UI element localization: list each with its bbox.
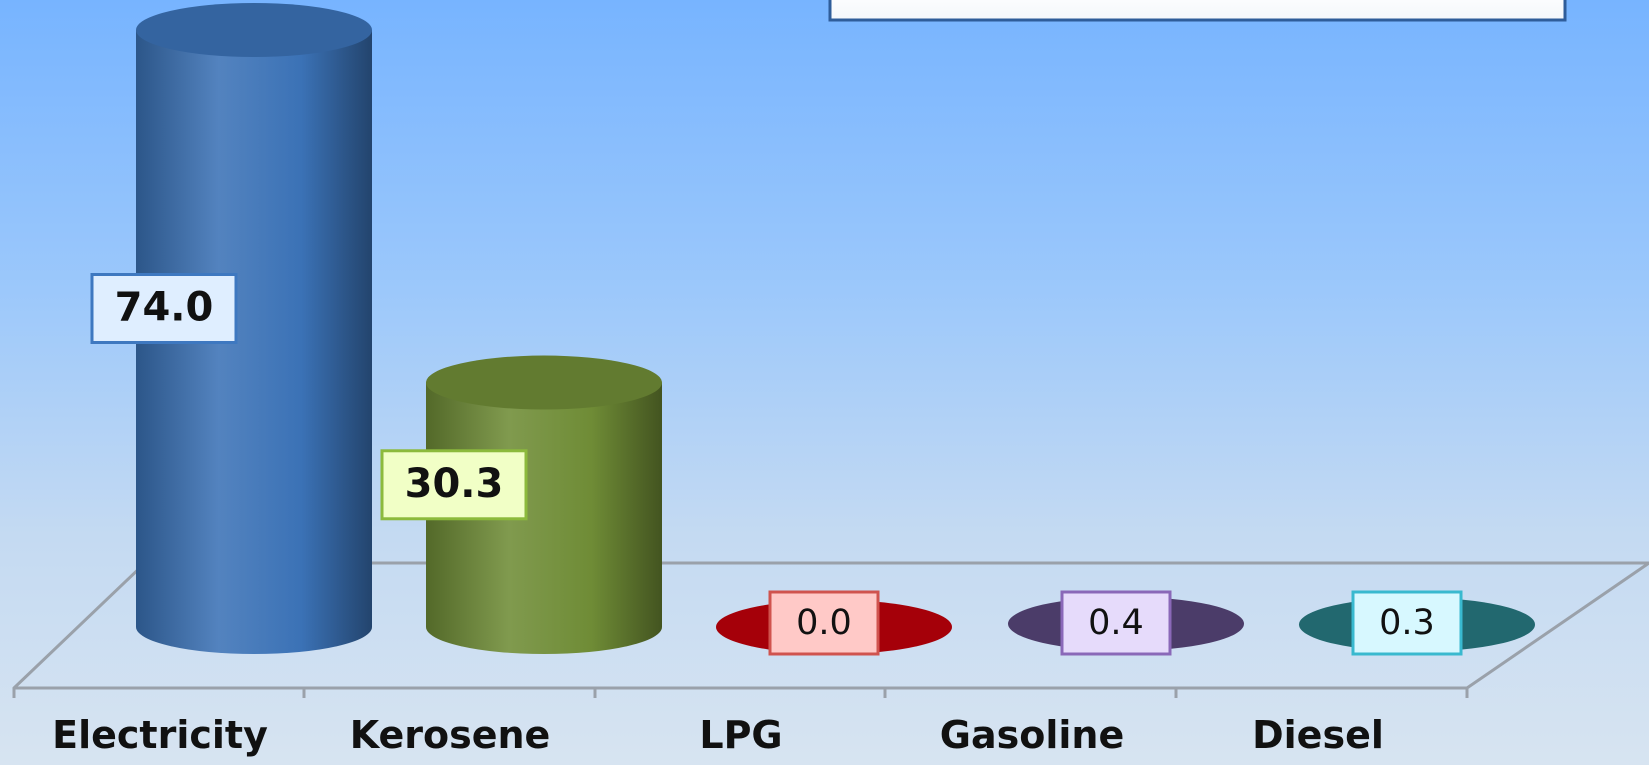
data-label-box	[1060, 590, 1172, 656]
chart-floor	[12, 561, 1649, 690]
legend-box	[828, 0, 1567, 22]
data-label: 74.0	[90, 273, 238, 344]
data-label-box	[768, 590, 880, 656]
data-label-box	[90, 273, 238, 344]
data-label-text: 30.3	[405, 461, 504, 507]
bar-electricity	[136, 3, 372, 654]
data-label-text: 0.4	[1088, 603, 1144, 643]
data-label-text: 0.0	[796, 603, 852, 643]
data-label-text: 0.3	[1379, 603, 1435, 643]
bar-body	[136, 30, 372, 654]
x-tick-label: Kerosene	[350, 713, 551, 757]
bar-top	[136, 3, 372, 57]
data-label-text: 74.0	[115, 285, 214, 331]
data-label: 0.0	[768, 590, 880, 656]
data-label: 0.3	[1351, 590, 1463, 656]
data-label: 0.4	[1060, 590, 1172, 656]
data-label-box	[380, 449, 528, 521]
x-tick-label: Gasoline	[940, 713, 1124, 757]
x-axis-ticks	[12, 688, 1469, 698]
x-tick-label: Diesel	[1252, 713, 1384, 757]
bar-top	[426, 355, 662, 410]
data-label-box	[1351, 590, 1463, 656]
x-tick-label: Electricity	[52, 713, 268, 757]
x-tick-label: LPG	[699, 713, 782, 757]
data-label: 30.3	[380, 449, 528, 521]
